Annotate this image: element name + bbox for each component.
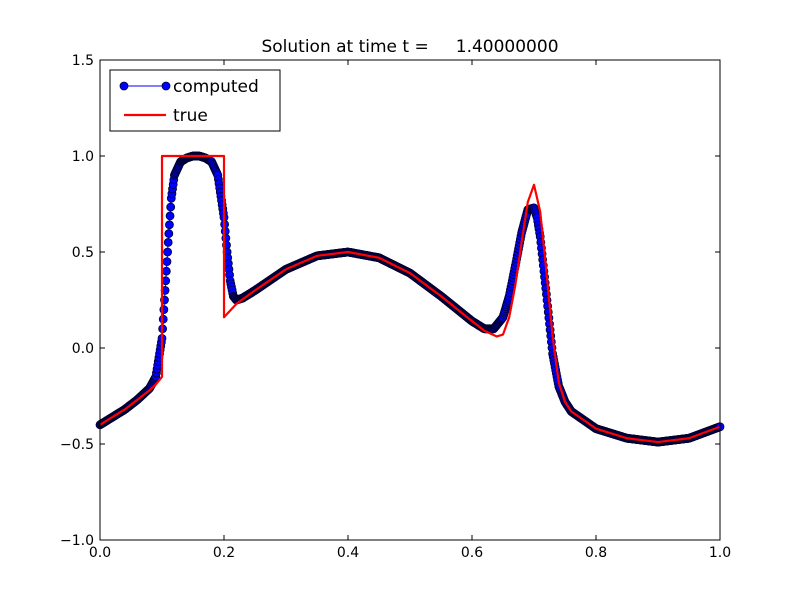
computed-point: [162, 257, 172, 267]
legend: computed true: [109, 69, 281, 132]
y-tick-label: −1.0: [60, 533, 94, 549]
x-tick-label: 1.0: [709, 545, 731, 561]
computed-point: [163, 237, 173, 247]
y-tick-label: 0.0: [72, 341, 94, 357]
y-tick-label: 0.5: [72, 245, 94, 261]
plot-area: [100, 60, 720, 540]
y-axis-ticks: −1.0 −0.5 0.0 0.5 1.0 1.5: [60, 53, 720, 549]
y-tick-label: −0.5: [60, 437, 94, 453]
computed-point: [166, 202, 176, 212]
x-tick-label: 0.0: [89, 545, 111, 561]
x-tick-label: 0.4: [337, 545, 359, 561]
x-tick-label: 0.8: [585, 545, 607, 561]
legend-box: [109, 69, 281, 132]
computed-point: [161, 266, 171, 276]
legend-true-label: true: [173, 106, 208, 126]
computed-point: [158, 314, 168, 324]
plot-frame: [99, 59, 721, 541]
computed-point: [163, 247, 172, 257]
legend-computed-marker: [161, 81, 171, 91]
chart-title: Solution at time t = 1.40000000: [261, 37, 558, 57]
series-true: [99, 154, 721, 444]
y-tick-label: 1.0: [72, 149, 94, 165]
y-tick-label: 1.5: [72, 53, 94, 69]
computed-point: [165, 211, 175, 221]
legend-computed-label: computed: [173, 77, 259, 97]
x-tick-label: 0.6: [461, 545, 483, 561]
computed-point: [164, 229, 174, 238]
series-layer: [95, 151, 725, 447]
true-line: [99, 154, 721, 444]
computed-point: [165, 220, 174, 230]
legend-computed-marker: [119, 81, 129, 91]
x-tick-label: 0.2: [213, 545, 235, 561]
